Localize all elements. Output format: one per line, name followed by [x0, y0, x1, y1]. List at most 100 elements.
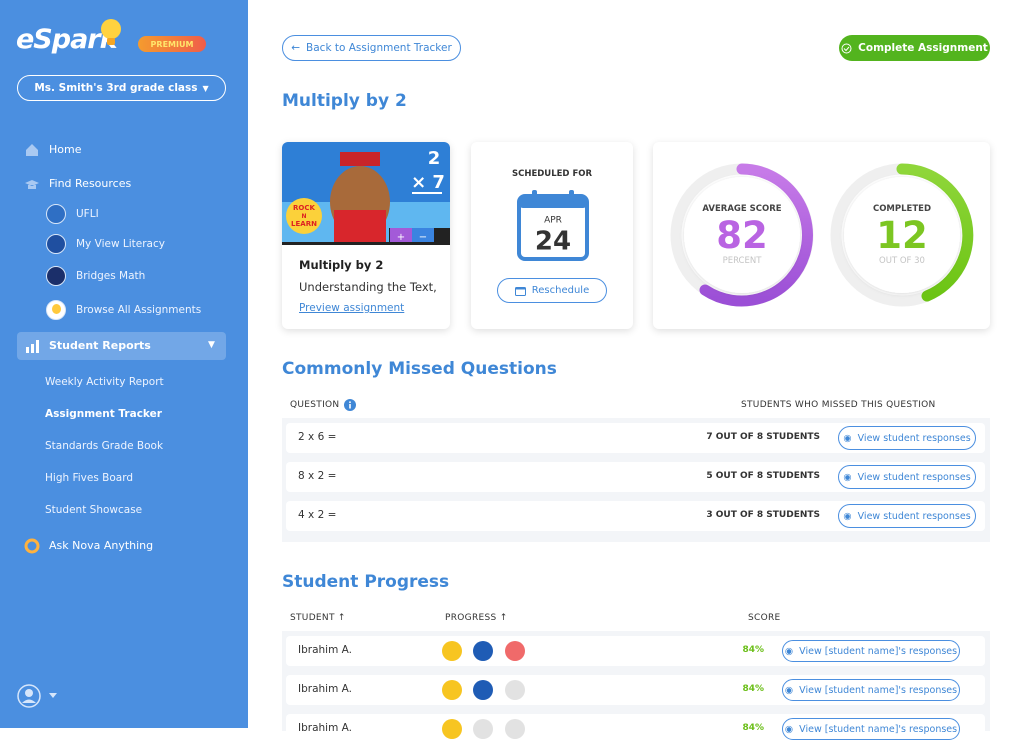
student-reports-item[interactable]: Student Reports ▼: [17, 332, 226, 360]
header-text: PROGRESS: [445, 613, 497, 623]
eye-icon: ◉: [843, 432, 852, 444]
student-name: Ibrahim A.: [298, 683, 352, 695]
complete-text: Complete Assignment: [858, 42, 988, 54]
sort-arrow: ↑: [499, 613, 508, 623]
thumb-border: [282, 242, 450, 245]
eye-icon: ◉: [843, 510, 852, 522]
thumb-operator: −: [419, 232, 427, 243]
column-header: SCORE: [748, 613, 781, 623]
missed-count: 3 OUT OF 8 STUDENTS: [706, 510, 820, 520]
view-responses-button[interactable]: ◉ View student responses: [838, 465, 976, 489]
step-quiz: [505, 641, 525, 661]
step-video: [442, 719, 462, 739]
completed-label: COMPLETED: [872, 204, 932, 214]
preview-link[interactable]: Preview assignment: [299, 302, 405, 314]
completed-unit: OUT OF 30: [879, 256, 925, 266]
view-responses-button[interactable]: ◉ View student responses: [838, 426, 976, 450]
ufli-icon: [46, 204, 66, 224]
caret: ▼: [202, 83, 209, 93]
complete-button[interactable]: Complete Assignment: [839, 35, 990, 61]
myview-icon: [46, 234, 66, 254]
missed-count: 5 OUT OF 8 STUDENTS: [706, 471, 820, 481]
view-responses-button[interactable]: ◉ View [student name]'s responses: [782, 718, 960, 740]
button-text: View [student name]'s responses: [799, 645, 958, 657]
nav-bridges[interactable]: Bridges Math: [76, 270, 146, 282]
calendar-small-icon: [514, 286, 526, 296]
button-text: View [student name]'s responses: [799, 723, 958, 735]
back-button[interactable]: ← Back to Assignment Tracker: [282, 35, 461, 61]
thumbnail: 2 × 7 ROCK N LEARN + −: [282, 142, 450, 244]
eye-icon: ◉: [784, 723, 794, 735]
header-text: STUDENT: [290, 613, 335, 623]
calendar-day: 24: [535, 227, 571, 257]
nav-ask-nova[interactable]: Ask Nova Anything: [49, 539, 154, 552]
logo[interactable]: eSpark: [16, 24, 118, 55]
step-practice: [473, 641, 493, 661]
schedule-card: SCHEDULED FOR APR 24 Reschedule: [471, 142, 633, 329]
missed-row: 8 x 2 = 5 OUT OF 8 STUDENTS ◉ View studen…: [286, 462, 985, 492]
missed-count: 7 OUT OF 8 STUDENTS: [706, 432, 820, 442]
nav-showcase[interactable]: Student Showcase: [45, 504, 143, 516]
step-practice: [473, 719, 493, 739]
nav-high-fives[interactable]: High Fives Board: [45, 472, 134, 484]
assignment-name: Multiply by 2: [299, 258, 384, 272]
calendar-icon: APR 24: [517, 190, 589, 261]
progress-row: Ibrahim A. 84% ◉ View [student name]'s re…: [286, 714, 985, 744]
eye-icon: ◉: [843, 471, 852, 483]
premium-text: PREMIUM: [150, 39, 194, 49]
nav-standards[interactable]: Standards Grade Book: [45, 440, 164, 452]
question: 2 x 6 =: [298, 431, 337, 443]
home-icon: [26, 144, 38, 156]
average-ring: [699, 163, 813, 307]
button-text: View student responses: [857, 471, 971, 483]
nav-assignment-tracker[interactable]: Assignment Tracker: [45, 408, 162, 420]
check-icon: [841, 43, 852, 53]
column-header[interactable]: STUDENT ↑: [290, 613, 346, 623]
step-video: [442, 680, 462, 700]
reschedule-text: Reschedule: [531, 285, 590, 296]
assignment-subtitle: Understanding the Text,: [299, 280, 437, 294]
thumb-brand: LEARN: [291, 220, 317, 228]
back-text: Back to Assignment Tracker: [306, 42, 452, 54]
avatar-menu[interactable]: [17, 684, 61, 710]
view-responses-button[interactable]: ◉ View [student name]'s responses: [782, 679, 960, 701]
button-text: View [student name]'s responses: [799, 684, 958, 696]
missed-table: 2 x 6 = 7 OUT OF 8 STUDENTS ◉ View studen…: [282, 418, 990, 542]
nav-home[interactable]: Home: [49, 143, 82, 156]
bridges-icon: [46, 266, 66, 286]
thumb-brand: ROCK: [293, 204, 315, 212]
average-unit: PERCENT: [722, 256, 762, 266]
thumb-top-number: 2: [428, 148, 441, 169]
logo-bulb: [101, 19, 121, 45]
question: 4 x 2 =: [298, 509, 337, 521]
reschedule-button[interactable]: Reschedule: [497, 278, 607, 303]
class-selector[interactable]: Ms. Smith's 3rd grade class ▼: [17, 75, 226, 101]
question: 8 x 2 =: [298, 470, 337, 482]
score: 84%: [742, 684, 764, 694]
nav-myview[interactable]: My View Literacy: [76, 238, 165, 250]
nav-ufli[interactable]: UFLI: [76, 208, 99, 220]
premium-badge: PREMIUM: [138, 36, 206, 52]
rings: [670, 163, 974, 307]
view-responses-button[interactable]: ◉ View student responses: [838, 504, 976, 528]
nova-icon: [24, 538, 40, 554]
thumb-bottom-number: × 7: [411, 172, 445, 193]
calendar-month: APR: [544, 216, 562, 226]
completed-ring: [896, 163, 974, 302]
average-value: 82: [716, 214, 768, 257]
scheduled-label: SCHEDULED FOR: [511, 169, 593, 179]
column-header[interactable]: PROGRESS ↑: [445, 613, 508, 623]
nav-weekly[interactable]: Weekly Activity Report: [45, 376, 164, 388]
step-quiz: [505, 680, 525, 700]
nav-find-resources[interactable]: Find Resources: [49, 177, 132, 190]
view-responses-button[interactable]: ◉ View [student name]'s responses: [782, 640, 960, 662]
progress-row: Ibrahim A. 84% ◉ View [student name]'s re…: [286, 636, 985, 666]
sort-arrow: ↑: [337, 613, 346, 623]
nav-browse[interactable]: Browse All Assignments: [76, 304, 202, 316]
info-icon[interactable]: [344, 399, 356, 411]
arrow: ←: [291, 42, 301, 54]
step-video: [442, 641, 462, 661]
browse-icon: [46, 300, 66, 320]
eye-icon: ◉: [784, 645, 794, 657]
section-title: Commonly Missed Questions: [282, 359, 557, 379]
